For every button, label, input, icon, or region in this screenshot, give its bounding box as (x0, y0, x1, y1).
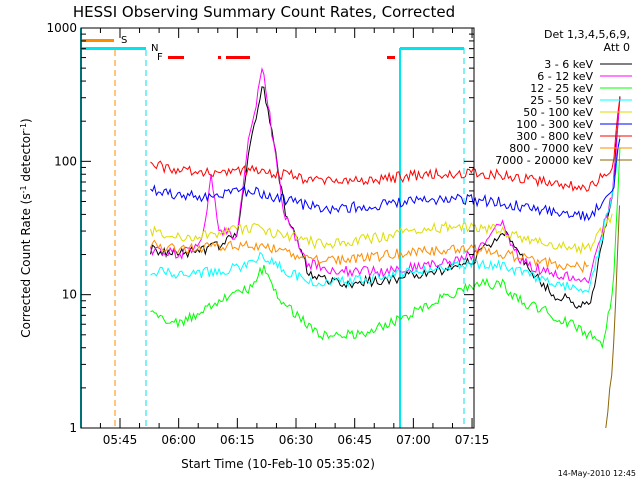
flare-bar (226, 56, 250, 59)
saa-label: S (121, 35, 127, 46)
x-tick-label: 07:15 (455, 433, 490, 447)
legend-label: 100 - 300 keV (516, 118, 593, 131)
series-line (150, 66, 621, 284)
x-tick-label: 06:00 (161, 433, 196, 447)
legend-label: 800 - 7000 keV (509, 142, 593, 155)
legend-label: 25 - 50 keV (530, 94, 593, 107)
x-tick-label: 06:30 (279, 433, 314, 447)
chart-title: HESSI Observing Summary Count Rates, Cor… (73, 3, 455, 21)
series-line (150, 138, 621, 222)
flare-bar (387, 56, 395, 59)
legend-title: Det 1,3,4,5,6,9, (544, 28, 630, 41)
legend-label: 50 - 100 keV (523, 106, 593, 119)
plot-frame (80, 27, 475, 429)
legend-label: 7000 - 20000 keV (495, 154, 593, 167)
night-bar-2 (400, 47, 464, 50)
legend-label: 300 - 800 keV (516, 130, 593, 143)
series-line (150, 135, 621, 294)
legend-subtitle: Att 0 (604, 41, 630, 54)
y-tick-label: 100 (54, 154, 77, 168)
series-line (150, 239, 589, 274)
y-tick-label: 10 (62, 288, 77, 302)
x-axis-label: Start Time (10-Feb-10 05:35:02) (181, 457, 375, 471)
series-line (150, 148, 621, 349)
timestamp: 14-May-2010 12:45 (558, 469, 636, 478)
flare-label: F (157, 52, 163, 63)
saa-bar (82, 39, 114, 42)
y-axis-label: Corrected Count Rate (s-1 detector-1) (19, 118, 34, 337)
y-tick-label: 1 (69, 421, 77, 435)
legend-label: 3 - 6 keV (544, 58, 593, 71)
series-line (605, 205, 620, 429)
x-tick-label: 06:45 (337, 433, 372, 447)
night-label: N (151, 43, 158, 54)
series-line (150, 213, 613, 255)
flare-bar (168, 56, 184, 59)
x-tick-label: 07:00 (396, 433, 431, 447)
y-tick-label: 1000 (46, 21, 77, 35)
legend-label: 6 - 12 keV (537, 70, 593, 83)
x-tick-label: 06:15 (220, 433, 255, 447)
flare-bar (218, 56, 221, 59)
night-bar (82, 47, 146, 50)
series-line (150, 86, 621, 310)
x-tick-label: 05:45 (103, 433, 138, 447)
series-line (150, 97, 621, 193)
legend-label: 12 - 25 keV (530, 82, 593, 95)
